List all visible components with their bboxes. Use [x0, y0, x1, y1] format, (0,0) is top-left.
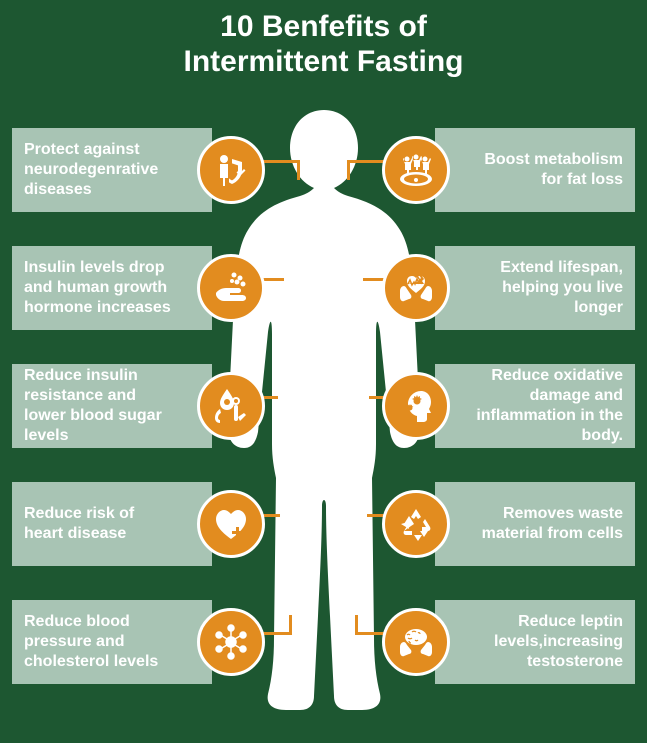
- benefit-box: Reduce leptin levels,increasing testoste…: [435, 600, 635, 684]
- benefit-box: Boost metabolism for fat loss: [435, 128, 635, 212]
- benefit-text: Boost metabolism for fat loss: [475, 150, 623, 190]
- benefit-box: Removes waste material from cells: [435, 482, 635, 566]
- shield-person-icon: [197, 136, 265, 204]
- title-line-2: Intermittent Fasting: [0, 45, 647, 80]
- connector: [347, 160, 387, 163]
- hands-brain-icon: [382, 608, 450, 676]
- molecule-icon: [197, 608, 265, 676]
- connector: [289, 615, 292, 635]
- benefit-box: Reduce blood pressure and cholesterol le…: [12, 600, 212, 684]
- benefit-box: Reduce oxidative damage and inflammation…: [435, 364, 635, 448]
- benefit-text: Reduce oxidative damage and inflammation…: [475, 366, 623, 446]
- benefit-text: Reduce insulin resistance and lower bloo…: [24, 366, 172, 446]
- title-line-1: 10 Benfefits of: [0, 10, 647, 45]
- benefit-box: Reduce insulin resistance and lower bloo…: [12, 364, 212, 448]
- benefit-box: Reduce risk of heart disease: [12, 482, 212, 566]
- benefit-text: Reduce risk of heart disease: [24, 504, 172, 544]
- benefit-text: Removes waste material from cells: [475, 504, 623, 544]
- benefit-text: Insulin levels drop and human growth hor…: [24, 258, 172, 318]
- connector: [260, 160, 300, 163]
- connector: [260, 632, 292, 635]
- benefit-text: Reduce leptin levels,increasing testoste…: [475, 612, 623, 672]
- page-title: 10 Benfefits of Intermittent Fasting: [0, 0, 647, 79]
- recycle-icon: [382, 490, 450, 558]
- benefit-box: Extend lifespan, helping you live longer: [435, 246, 635, 330]
- blood-drop-icon: [197, 372, 265, 440]
- connector: [347, 160, 350, 180]
- benefit-text: Extend lifespan, helping you live longer: [475, 258, 623, 318]
- connector: [355, 615, 358, 635]
- heart-plus-icon: [197, 490, 265, 558]
- benefit-box: Protect against neurodegenrative disease…: [12, 128, 212, 212]
- people-scale-icon: [382, 136, 450, 204]
- benefit-text: Reduce blood pressure and cholesterol le…: [24, 612, 172, 672]
- benefit-text: Protect against neurodegenrative disease…: [24, 140, 172, 200]
- connector: [297, 160, 300, 180]
- hand-dots-icon: [197, 254, 265, 322]
- brain-gear-icon: [382, 372, 450, 440]
- hands-heart-icon: [382, 254, 450, 322]
- benefit-box: Insulin levels drop and human growth hor…: [12, 246, 212, 330]
